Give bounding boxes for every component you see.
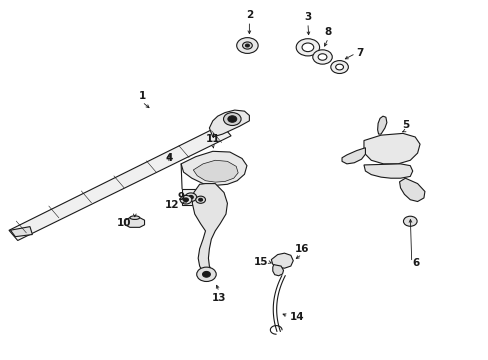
- Text: 6: 6: [412, 258, 419, 268]
- Circle shape: [180, 195, 191, 204]
- Circle shape: [236, 38, 258, 53]
- Text: 2: 2: [245, 10, 252, 21]
- Polygon shape: [363, 164, 412, 178]
- Polygon shape: [363, 134, 419, 164]
- Circle shape: [202, 271, 210, 277]
- Polygon shape: [182, 189, 207, 205]
- Circle shape: [188, 195, 193, 199]
- Circle shape: [195, 196, 205, 203]
- Text: 4: 4: [165, 153, 172, 163]
- Circle shape: [184, 193, 196, 202]
- Text: 5: 5: [401, 120, 408, 130]
- Circle shape: [302, 43, 313, 51]
- Polygon shape: [272, 265, 283, 276]
- Polygon shape: [399, 178, 424, 202]
- Circle shape: [330, 60, 347, 73]
- Text: 8: 8: [324, 27, 331, 37]
- Polygon shape: [193, 160, 238, 182]
- Polygon shape: [377, 116, 386, 134]
- Ellipse shape: [130, 216, 140, 220]
- Polygon shape: [125, 218, 144, 227]
- Polygon shape: [341, 148, 365, 164]
- Text: 15: 15: [253, 257, 267, 267]
- Circle shape: [245, 44, 249, 47]
- Circle shape: [242, 42, 252, 49]
- Polygon shape: [9, 125, 231, 240]
- Polygon shape: [192, 184, 227, 273]
- Circle shape: [223, 113, 241, 126]
- Circle shape: [312, 50, 331, 64]
- Polygon shape: [10, 226, 32, 237]
- Polygon shape: [209, 110, 249, 137]
- Circle shape: [227, 116, 236, 122]
- Text: 3: 3: [304, 12, 311, 22]
- Circle shape: [198, 198, 202, 201]
- Circle shape: [183, 198, 188, 202]
- Text: 9: 9: [177, 192, 184, 202]
- Text: 16: 16: [294, 243, 308, 253]
- Text: 14: 14: [289, 312, 304, 322]
- Text: 10: 10: [117, 218, 131, 228]
- Text: 12: 12: [165, 200, 179, 210]
- Circle shape: [335, 64, 343, 70]
- Circle shape: [318, 54, 326, 60]
- Polygon shape: [181, 151, 246, 185]
- Text: 13: 13: [211, 293, 226, 303]
- Polygon shape: [271, 253, 293, 268]
- Circle shape: [403, 216, 416, 226]
- Circle shape: [196, 267, 216, 282]
- Circle shape: [296, 39, 319, 56]
- Text: 7: 7: [356, 48, 363, 58]
- Text: 1: 1: [138, 91, 145, 101]
- Text: 11: 11: [205, 134, 220, 144]
